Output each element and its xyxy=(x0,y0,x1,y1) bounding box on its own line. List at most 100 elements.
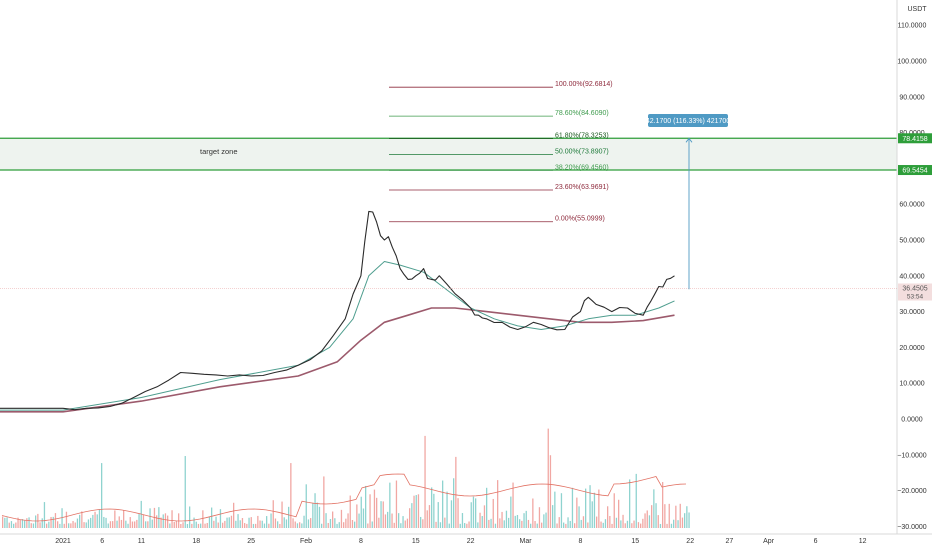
volume-bar xyxy=(514,515,516,528)
volume-bar xyxy=(483,505,486,528)
volume-bar xyxy=(134,521,136,528)
volume-bar xyxy=(446,491,448,528)
x-tick-label: 12 xyxy=(859,538,867,545)
volume-bar xyxy=(541,522,543,528)
x-tick-label: 15 xyxy=(631,538,639,545)
volume-bar xyxy=(578,506,580,528)
volume-bar xyxy=(292,518,294,528)
x-tick-label: Apr xyxy=(763,538,775,545)
volume-bar xyxy=(404,520,406,528)
volume-bar xyxy=(136,519,138,528)
volume-bar xyxy=(459,523,461,528)
fib-level-label: 61.80%(78.3253) xyxy=(555,133,609,140)
volume-bar xyxy=(347,513,349,528)
volume-bar xyxy=(631,523,633,528)
volume-bar xyxy=(481,516,483,528)
y-tick-label: 30.0000 xyxy=(899,309,924,316)
volume-bar xyxy=(46,523,48,528)
volume-bar xyxy=(435,521,437,528)
y-tick-label: 90.0000 xyxy=(899,94,924,101)
volume-bar xyxy=(558,517,560,528)
volume-bar xyxy=(591,501,593,528)
volume-bar xyxy=(39,522,41,528)
volume-bar xyxy=(171,510,173,528)
volume-bar xyxy=(109,521,112,528)
volume-bar xyxy=(508,517,510,528)
volume-bar xyxy=(116,520,118,528)
volume-bar xyxy=(59,523,61,528)
volume-bar xyxy=(532,498,534,528)
volume-bar xyxy=(472,496,475,528)
volume-bar xyxy=(224,520,226,528)
volume-bar xyxy=(519,519,521,528)
x-tick-label: 6 xyxy=(814,538,818,545)
volume-bar xyxy=(310,518,312,528)
x-tick-label: 6 xyxy=(100,538,104,545)
volume-bar xyxy=(184,456,186,528)
measure-label-box xyxy=(648,114,728,127)
volume-bar xyxy=(593,492,596,528)
volume-bar xyxy=(41,518,43,528)
volume-bar xyxy=(538,507,541,528)
volume-bar xyxy=(437,502,439,528)
volume-bar xyxy=(466,523,468,528)
volume-bar xyxy=(290,463,292,528)
volume-bar xyxy=(547,428,549,528)
volume-bar xyxy=(15,522,17,528)
volume-bar xyxy=(19,519,21,528)
volume-bar xyxy=(422,519,424,528)
volume-bar xyxy=(602,522,604,528)
volume-bar xyxy=(580,519,582,528)
x-tick-label: 22 xyxy=(467,538,475,545)
target-zone-label: target zone xyxy=(200,147,238,156)
volume-bar xyxy=(105,517,107,528)
volume-bar xyxy=(626,520,629,528)
volume-bar xyxy=(516,514,519,528)
volume-ma-line xyxy=(1,473,687,522)
volume-bar xyxy=(587,522,589,528)
volume-bar xyxy=(659,523,662,528)
volume-bar xyxy=(164,513,167,528)
volume-bar xyxy=(206,522,208,528)
volume-bar xyxy=(186,523,189,528)
volume-bar xyxy=(624,523,626,528)
volume-bar xyxy=(125,520,127,528)
y-tick-label: 50.0000 xyxy=(899,238,924,245)
volume-bar xyxy=(204,523,206,528)
volume-bar xyxy=(68,523,70,528)
volume-bar xyxy=(554,491,556,528)
volume-bar xyxy=(112,521,114,528)
volume-bar xyxy=(604,519,607,528)
volume-bar xyxy=(296,523,299,528)
volume-bar xyxy=(230,515,233,528)
volume-bar xyxy=(380,501,382,528)
volume-bar xyxy=(640,523,642,528)
volume-bar xyxy=(316,502,318,528)
volume-bar xyxy=(63,523,65,528)
price-line[interactable] xyxy=(0,210,675,411)
volume-bar xyxy=(288,506,290,528)
volume-bar xyxy=(101,463,103,528)
volume-bar xyxy=(505,510,508,528)
volume-bar xyxy=(490,518,492,528)
volume-bar xyxy=(354,521,356,528)
volume-bar xyxy=(336,523,338,528)
volume-bar xyxy=(629,479,631,528)
volume-bar xyxy=(549,455,552,528)
volume-bar xyxy=(391,513,393,528)
volume-bar xyxy=(244,523,246,528)
volume-bar xyxy=(510,496,512,528)
volume-bar xyxy=(215,516,217,528)
volume-bar xyxy=(197,523,200,528)
y-tick-label: 100.0000 xyxy=(897,59,926,66)
volume-bar xyxy=(470,502,472,528)
fib-level-label: 100.00%(92.6814) xyxy=(555,81,613,88)
volume-bar xyxy=(567,517,569,528)
volume-bar xyxy=(65,511,68,528)
volume-bar xyxy=(382,501,384,528)
y-tick-label: 10.0000 xyxy=(899,381,924,388)
volume-bar xyxy=(147,521,149,528)
